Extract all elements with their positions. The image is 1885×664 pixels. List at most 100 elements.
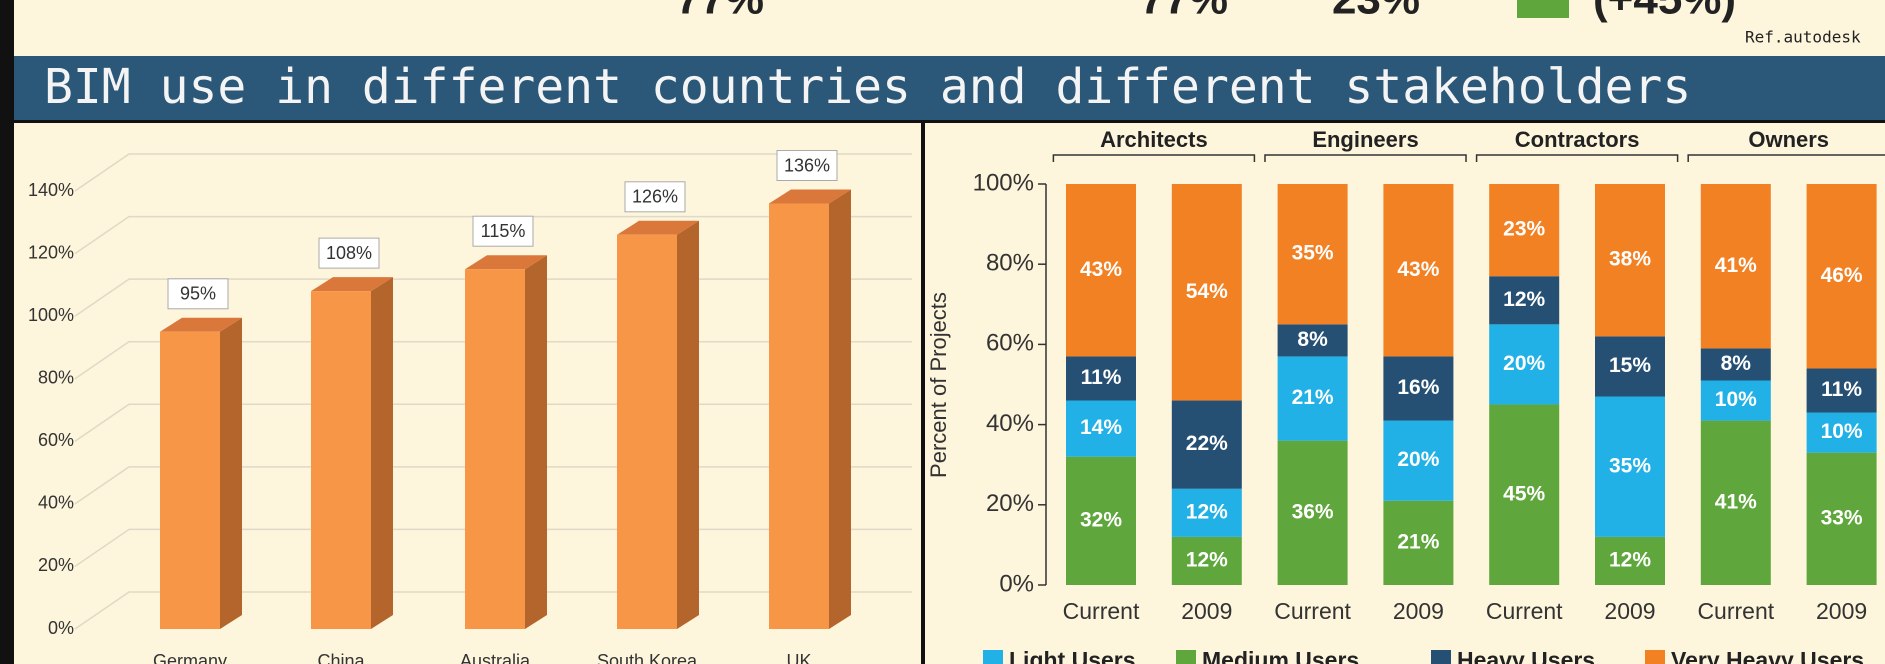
y-tick-label: 120% <box>28 242 74 262</box>
grid-line <box>74 153 912 192</box>
bar-segment <box>1066 456 1136 585</box>
bar-segment <box>1171 400 1242 489</box>
value-label: 12% <box>1186 548 1228 571</box>
top-strip: 77% 77% 23% (+45%) <box>676 0 1736 24</box>
top-text: 77% <box>676 0 764 24</box>
divider <box>921 120 925 664</box>
bar <box>465 269 525 629</box>
y-tick-label: 0% <box>999 570 1034 597</box>
top-text: 23% <box>1332 0 1420 24</box>
x-tick-label: Current <box>1274 598 1351 624</box>
x-tick-label: Australia <box>460 651 531 664</box>
x-tick-label: 2009 <box>1604 598 1655 624</box>
value-label: 136% <box>784 155 830 175</box>
bar-segment <box>1700 420 1771 585</box>
legend-label: Heavy Users <box>1457 647 1595 664</box>
bar <box>769 203 829 629</box>
left-border <box>0 0 14 664</box>
x-tick-label: UK <box>786 651 811 664</box>
bar-side <box>677 220 699 630</box>
y-tick-label: 40% <box>38 493 74 513</box>
bar-segment <box>1700 184 1771 349</box>
x-tick-label: 2009 <box>1181 598 1232 624</box>
value-label: 54% <box>1186 280 1228 303</box>
group-bracket <box>1052 154 1256 162</box>
bar-segment <box>1700 348 1771 381</box>
value-label: 12% <box>1186 500 1228 523</box>
legend-swatch <box>1517 0 1569 18</box>
x-tick-label: 2009 <box>1816 598 1867 624</box>
value-label: 11% <box>1821 378 1862 401</box>
bar-segment <box>1489 324 1560 405</box>
bar-segment <box>1066 184 1136 357</box>
bar-top <box>160 317 242 332</box>
value-label: 11% <box>1081 366 1122 389</box>
value-label: 21% <box>1397 530 1439 553</box>
y-tick-label: 140% <box>28 180 74 200</box>
legend-swatch <box>1645 650 1665 664</box>
value-label: 10% <box>1715 388 1757 411</box>
bar-segment <box>1171 184 1242 401</box>
bar-segment <box>1277 324 1348 357</box>
value-label: 8% <box>1721 352 1752 375</box>
bar-top <box>465 255 547 270</box>
reference: Ref.autodesk <box>1745 28 1861 47</box>
value-label: 22% <box>1186 432 1228 455</box>
value-label: 36% <box>1292 500 1334 523</box>
value-label: 95% <box>180 284 216 304</box>
header-bar <box>14 56 1885 120</box>
value-label: 15% <box>1609 354 1651 377</box>
bar-top <box>311 277 393 292</box>
value-label-box <box>624 181 686 213</box>
value-label-box <box>776 150 838 182</box>
right-chart: 0% 20% 40% 60% 80% 100% Percent of Projects 32%… <box>926 127 1885 664</box>
value-label: 12% <box>1503 288 1545 311</box>
bar-segment <box>1595 336 1665 397</box>
value-label: 41% <box>1715 490 1757 513</box>
group-bracket <box>1264 154 1467 162</box>
value-label: 126% <box>632 187 678 207</box>
x-tick-label: China <box>317 651 365 664</box>
value-label: 45% <box>1503 482 1545 505</box>
bar-segment <box>1595 396 1665 537</box>
y-tick-label: 60% <box>986 330 1034 357</box>
y-tick-label: 100% <box>28 305 74 325</box>
left-chart: 0% 20% 40% 60% 80% 100% 120% 140% 95% Germany 108%… <box>28 150 912 664</box>
y-tick-label: 100% <box>973 169 1034 196</box>
y-tick-label: 20% <box>38 555 74 575</box>
group-label: Architects <box>1100 127 1208 152</box>
bar-side <box>829 189 851 629</box>
bar-segment <box>1277 440 1348 585</box>
value-label: 35% <box>1292 242 1334 265</box>
group-label: Contractors <box>1515 127 1640 152</box>
top-text: (+45%) <box>1593 0 1736 24</box>
legend-swatch <box>1431 650 1451 664</box>
value-label-box <box>318 237 380 269</box>
legend-swatch <box>983 650 1003 664</box>
value-label: 10% <box>1821 420 1863 443</box>
legend-swatch <box>1176 650 1196 664</box>
bar-segment <box>1383 420 1454 501</box>
bar-segment <box>1595 536 1665 585</box>
group-bracket <box>1687 154 1885 162</box>
bar-segment <box>1383 184 1454 357</box>
value-label: 20% <box>1397 448 1439 471</box>
bar-side <box>371 277 393 629</box>
value-label: 35% <box>1609 454 1651 477</box>
bar-segment <box>1806 184 1877 369</box>
bar-segment <box>1700 380 1771 421</box>
y-tick-label: 20% <box>986 490 1034 517</box>
group-label: Owners <box>1748 127 1829 152</box>
legend-label: Medium Users <box>1202 647 1359 664</box>
value-label-box <box>167 278 229 310</box>
bar-top <box>617 220 699 235</box>
y-tick-label: 40% <box>986 410 1034 437</box>
bar <box>160 331 220 629</box>
y-tick-label: 0% <box>48 618 74 638</box>
bar-segment <box>1489 276 1560 325</box>
x-tick-label: Current <box>1486 598 1563 624</box>
y-tick-label: 60% <box>38 430 74 450</box>
y-tick-label: 80% <box>986 250 1034 277</box>
bar-side <box>220 317 242 629</box>
